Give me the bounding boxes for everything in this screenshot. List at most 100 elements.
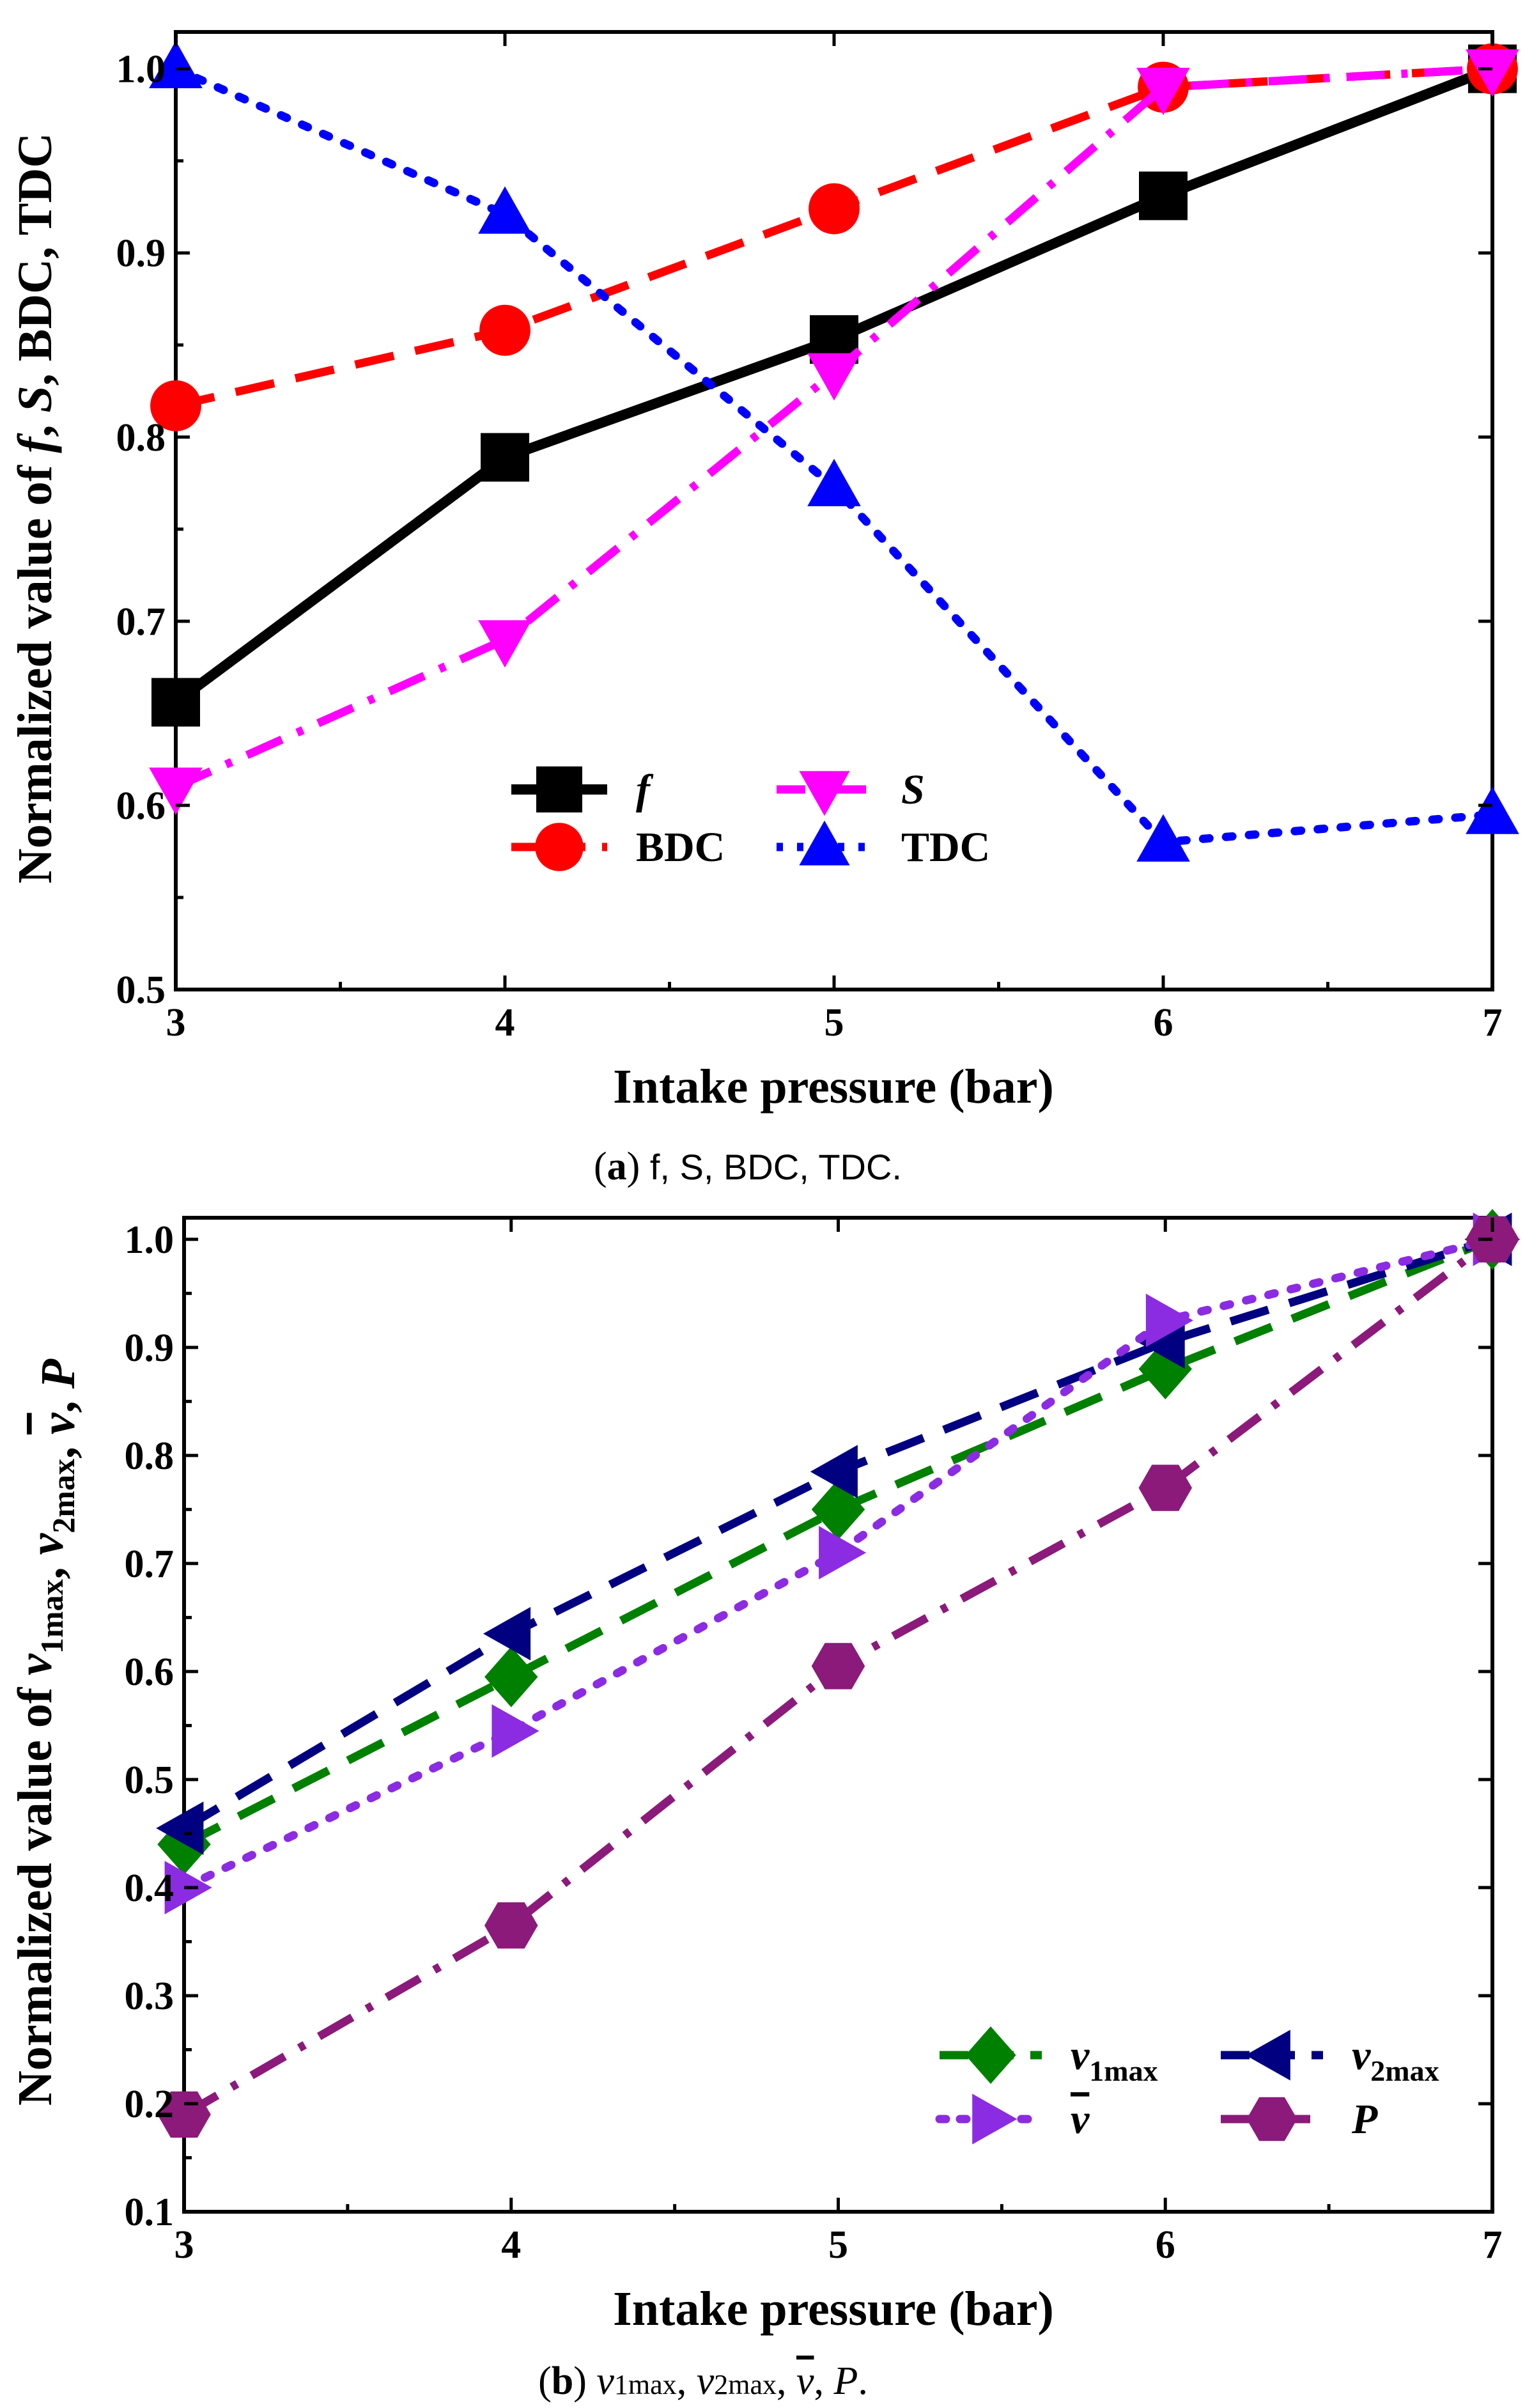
panel-b-caption-sep-3: . [858,2359,868,2403]
panel-b-x-tick-label-2: 5 [828,2223,848,2267]
panel-a-y-tick-label-1: 0.6 [116,784,166,828]
panel-b-caption: (b) v1max, v2max, v, P. [538,2359,868,2403]
panel-a-legend-marker-s [799,771,850,816]
panel-b-caption-v1max-sub: 1max [614,2369,677,2400]
panel-a-point-f-6 [1139,171,1188,221]
panel-a-caption-label: a [607,1145,627,1188]
panel-a-x-tick-label-1: 4 [495,1001,515,1045]
panel-a-point-tdc-3 [149,40,203,88]
panel-b-y-title-prefix: Normalized value of [8,1675,62,2106]
panel-b-legend-label-v2max: v2max [1352,2032,1439,2087]
panel-a-legend-item-bdc: BDC [511,823,725,871]
panel-a-y-axis-title: Normalized value of f, S, BDC, TDC [8,133,62,883]
panel-b-plot-area [182,1216,1494,2214]
panel-b-caption-open: ( [538,2359,552,2403]
panel-b-y-tick-label-5: 0.6 [125,1651,174,1694]
panel-b-caption-sep-1: , [777,2359,796,2403]
panel-b-series-v [164,1213,1521,1915]
panel-a-point-f-4 [481,433,529,482]
panel-a-point-tdc-7 [1466,786,1519,834]
panel-a-y-title-part-1: , [8,413,62,437]
panel-b-legend-item-v: v [935,2093,1090,2145]
panel-b-caption-v2max: v [697,2359,715,2403]
panel-a-legend-marker-f [536,766,582,812]
panel-b-y-title-v2max-sub: 2max [45,1459,81,1534]
panel-b-point-p-5 [811,1643,865,1689]
panel-b-point-v-6 [1145,1293,1193,1348]
panel-a-legend: f S BDC TDC [511,766,990,871]
panel-b-point-v2max-3 [156,1801,204,1855]
panel-b-legend-label-v2max-symbol: v [1352,2032,1371,2079]
panel-a-y-tick-label-5: 1.0 [116,48,166,91]
panel-a-point-bdc-4 [479,304,530,356]
panel-b-y-tick-label-3: 0.4 [125,1867,174,1910]
panel-a-point-s-5 [807,353,861,401]
panel-b-legend-item-p: P [1221,2096,1378,2143]
panel-b-y-title-sep-1: , [31,1434,85,1459]
panel-b-caption-v2max-sub: 2max [714,2369,777,2400]
panel-a-y-title-part-2: S [8,385,62,412]
panel-a-legend-label-tdc: TDC [901,824,990,871]
panel-a-point-s-6 [1136,68,1190,116]
panel-b-x-tick-label-4: 7 [1483,2223,1503,2267]
panel-a-legend-label-s: S [901,766,925,813]
panel-b-point-v1max-4 [484,1646,538,1707]
panel-b-x-tick-label-3: 6 [1156,2223,1175,2267]
panel-b-caption-v1max: v [596,2359,614,2403]
panel-b-legend-label-v2max-sub: 2max [1370,2055,1439,2087]
panel-a-x-axis-title: Intake pressure (bar) [613,1060,1054,1114]
panel-b-point-v-4 [492,1704,539,1758]
panel-b-series-group [156,1209,1521,2138]
panel-b-y-tick-label-8: 0.9 [125,1326,174,1370]
panel-a-legend-marker-tdc [799,820,850,866]
panel-b-y-axis-title: Normalized value of v1max, v2max, v, P [8,1358,85,2106]
panel-b-x-tick-label-0: 3 [174,2223,194,2267]
panel-a-y-tick-label-4: 0.9 [116,232,166,276]
panel-b-legend-item-v1max: v1max [940,2026,1158,2087]
panel-a-legend-item-f: f [511,766,654,813]
panel-a-point-bdc-3 [150,380,201,431]
panel-b-y-title-v1max-sub: 1max [34,1579,70,1654]
panel-a-point-s-7 [1466,49,1519,97]
panel-a-caption: (a) f, S, BDC, TDC. [594,1145,902,1188]
panel-b-legend-marker-v [972,2093,1018,2145]
panel-b-caption-v: v [796,2359,814,2403]
panel-a-point-tdc-6 [1136,814,1190,862]
panel-b-point-p-6 [1138,1464,1192,1511]
panel-b-y-title-p-symbol: P [31,1358,85,1389]
panel-b-y-title-sep-0: , [20,1555,74,1579]
panel-a-series-group [149,40,1519,862]
panel-a-x-tick-label-0: 3 [166,1001,186,1045]
panel-b-legend-label-v: v [1071,2096,1090,2143]
panel-a-y-title-prefix: Normalized value of [8,453,62,883]
panel-b-legend-label-p-symbol: P [1351,2096,1378,2143]
panel-a-line-s [174,65,1493,791]
panel-b-legend-label-v-symbol: v [1071,2096,1090,2143]
panel-b-point-v2max-5 [810,1445,858,1498]
panel-a-caption-text: f, S, BDC, TDC. [650,1147,902,1187]
panel-b-y-tick-label-2: 0.3 [125,1975,174,2018]
panel-a-point-tdc-4 [478,186,532,234]
panel-b-axes: 3 4 5 6 7 0.1 0.2 0.3 0.4 0.5 0.6 0.7 0.8 0.9 1.0 [125,1218,1503,2267]
panel-b-y-tick-label-4: 0.5 [125,1759,174,1802]
panel-b-legend-marker-p [1246,2097,1297,2141]
panel-b-legend-marker-v2max [1245,2030,1290,2081]
panel-a-x-tick-label-2: 5 [824,1001,844,1045]
panel-b-legend-marker-v1max [965,2026,1016,2084]
panel-b-series-p [157,1216,1519,2138]
panel-a-point-bdc-5 [809,183,860,235]
panel-b-y-title-v1max-symbol: v [8,1653,62,1675]
panel-b-legend-label-v1max: v1max [1071,2032,1158,2087]
panel-b-y-tick-label-1: 0.2 [125,2083,174,2126]
panel-a-point-s-3 [149,767,203,815]
panel-a-y-title-part-3: , BDC, TDC [8,133,62,386]
panel-a-y-tick-label-2: 0.7 [116,600,166,644]
panel-b-legend-item-v2max: v2max [1221,2030,1439,2087]
panel-a-y-tick-label-0: 0.5 [116,968,166,1012]
panel-b-y-tick-label-0: 0.1 [125,2191,174,2234]
panel-b-legend-label-p: P [1351,2096,1378,2143]
panel-a-legend-label-bdc: BDC [636,824,725,871]
panel-b-point-v-5 [819,1526,867,1580]
panel-a-series-tdc [149,40,1519,862]
panel-b-caption-close: ) [573,2359,596,2403]
